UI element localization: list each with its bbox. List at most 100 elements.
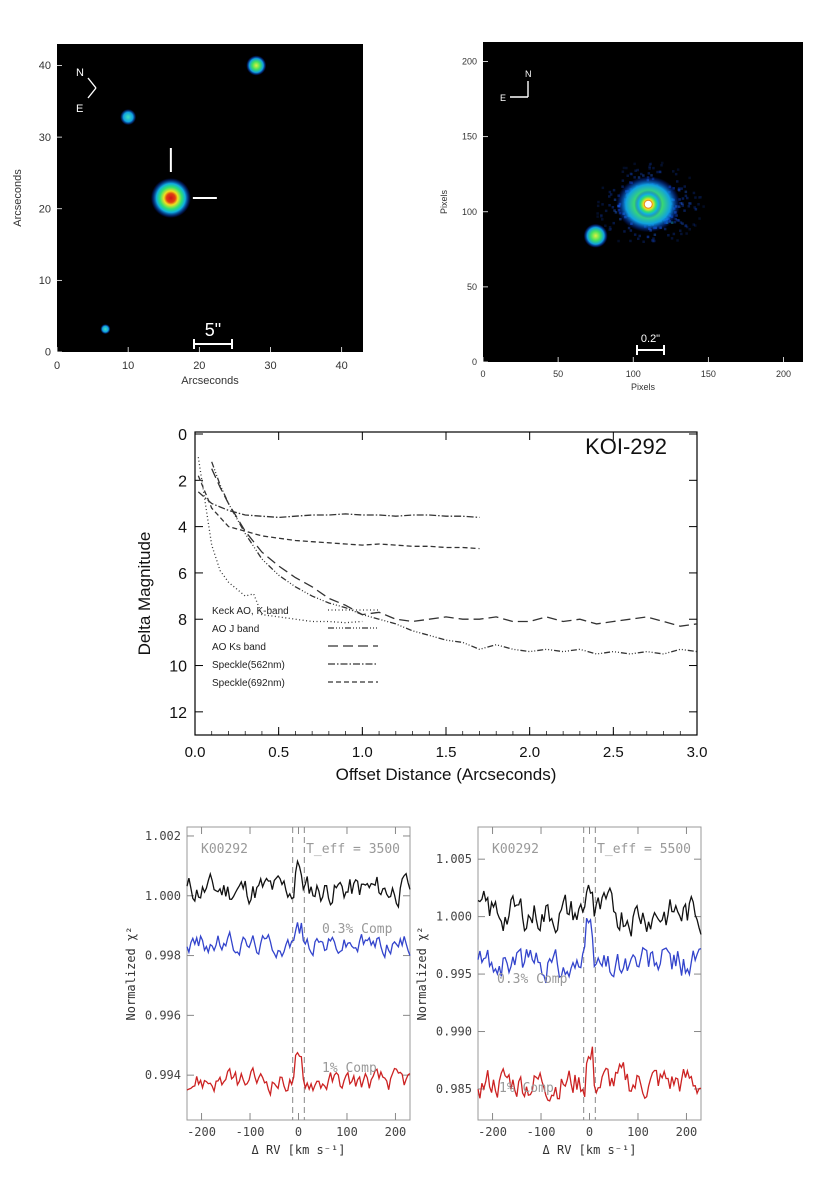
ao-image-panel: NE0.2"0 50 100 150 200050100150200PixelsPixe… <box>439 42 803 392</box>
koi-label: K00292 <box>492 842 539 857</box>
y-tick-label: 40 <box>39 60 51 72</box>
ao-image-plot: NE0.2"0 50 100 150 200050100150200PixelsPixe… <box>439 42 803 392</box>
speckle-pixel <box>652 237 655 240</box>
speckle-pixel <box>596 204 600 208</box>
speckle-pixel <box>688 228 691 231</box>
speckle-pixel <box>619 217 622 221</box>
x-tick-label: 10 <box>122 360 134 372</box>
legend-label-1: AO J band <box>212 624 259 635</box>
y-tick-label: 0 <box>45 347 51 359</box>
speckle-pixel <box>681 204 684 207</box>
plot-frame <box>186 826 411 1121</box>
speckle-pixel <box>633 162 636 166</box>
y-axis-label: Pixels <box>439 190 449 215</box>
speckle-pixel <box>698 196 701 199</box>
speckle-pixel <box>674 172 678 176</box>
speckle-pixel <box>667 234 670 237</box>
speckle-pixel <box>648 163 652 166</box>
x-tick-label: 150 <box>701 369 716 379</box>
x-tick-label: 200 <box>676 1125 698 1139</box>
compass-n-label: N <box>525 69 532 79</box>
y-tick-label: 4 <box>178 520 187 537</box>
speckle-pixel <box>601 186 605 190</box>
speckle-pixel <box>604 209 608 213</box>
speckle-pixel <box>661 161 664 165</box>
y-tick-label: 1.000 <box>436 910 472 924</box>
x-tick-label: 20 <box>193 360 205 372</box>
speckle-pixel <box>656 170 659 174</box>
speckle-pixel <box>608 228 611 231</box>
speckle-pixel <box>651 239 654 242</box>
wide-field-panel: NE5"0 10 20 30 40010203040ArcsecondsArcsecon… <box>12 44 363 387</box>
y-tick-label: 150 <box>462 132 477 142</box>
y-tick-label: 2 <box>178 473 187 490</box>
y-tick-label: 50 <box>467 282 477 292</box>
ccf-series-0 <box>186 858 411 909</box>
speckle-pixel <box>684 224 688 227</box>
x-tick-label: 2.5 <box>603 744 624 761</box>
speckle-pixel <box>600 215 603 218</box>
speckle-pixel <box>609 193 613 196</box>
y-tick-label: 10 <box>169 659 187 676</box>
y-tick-label: 10 <box>39 275 51 287</box>
speckle-pixel <box>642 240 645 243</box>
speckle-pixel <box>604 224 607 227</box>
ccf-5500-plot: -200 -100 0 100 200 0.985 0.990 0.995 1.000 1.005… <box>415 826 702 1157</box>
speckle-pixel <box>674 217 677 221</box>
speckle-pixel <box>629 172 633 176</box>
speckle-pixel <box>699 196 702 199</box>
speckle-pixel <box>653 233 657 236</box>
ccf-series-2 <box>477 1046 702 1102</box>
speckle-pixel <box>684 194 688 198</box>
speckle-pixel <box>608 204 611 207</box>
speckle-pixel <box>652 166 655 170</box>
x-tick-label: 200 <box>385 1125 407 1139</box>
speckle-pixel <box>692 223 695 226</box>
x-tick-label: 3.0 <box>687 744 708 761</box>
speckle-pixel <box>650 174 653 177</box>
speckle-pixel <box>617 239 620 243</box>
x-tick-label: 0 <box>480 369 485 379</box>
speckle-pixel <box>608 190 612 194</box>
x-tick-label: -200 <box>187 1125 216 1139</box>
y-tick-label: 20 <box>39 203 51 215</box>
x-tick-label: -200 <box>478 1125 507 1139</box>
legend-label-0: Keck AO, K-band <box>212 606 289 617</box>
x-tick-label: 0.5 <box>268 744 289 761</box>
source-2 <box>120 109 137 126</box>
speckle-pixel <box>612 221 615 225</box>
y-tick-label: 0 <box>472 357 477 367</box>
y-tick-label: 0.998 <box>145 949 181 963</box>
speckle-pixel <box>597 200 600 204</box>
contrast-curve-panel: 0.0 0.5 1.0 1.5 2.0 2.5 3.0 0 2 4 6 8 10 12 Offset Dis… <box>135 427 708 784</box>
speckle-pixel <box>652 239 655 243</box>
speckle-pixel <box>601 218 604 221</box>
speckle-pixel <box>627 226 631 230</box>
speckle-pixel <box>614 211 618 214</box>
speckle-pixel <box>658 170 662 173</box>
speckle-pixel <box>680 187 683 190</box>
speckle-pixel <box>681 202 684 205</box>
speckle-pixel <box>611 206 615 209</box>
legend-label-2: AO Ks band <box>212 642 266 653</box>
y-tick-label: 0.995 <box>436 967 472 981</box>
speckle-pixel <box>679 202 682 205</box>
speckle-pixel <box>683 185 686 188</box>
speckle-pixel <box>693 206 696 209</box>
series-line-4 <box>197 475 480 550</box>
y-tick-label: 0.985 <box>436 1082 472 1096</box>
speckle-pixel <box>679 221 683 224</box>
scale-bar: 5" <box>193 320 233 349</box>
x-axis-label: Δ RV [km s⁻¹] <box>543 1143 637 1157</box>
speckle-pixel <box>638 234 641 238</box>
speckle-pixel <box>648 167 651 170</box>
x-tick-label: 0 <box>295 1125 302 1139</box>
speckle-pixel <box>596 212 599 215</box>
x-axis-label: Offset Distance (Arcseconds) <box>336 765 557 784</box>
speckle-pixel <box>613 209 616 212</box>
y-tick-label: 1.002 <box>145 829 181 843</box>
x-tick-label: 200 <box>776 369 791 379</box>
speckle-pixel <box>663 227 667 231</box>
ccf-series-0 <box>477 884 702 937</box>
x-tick-label: 0 <box>54 360 60 372</box>
